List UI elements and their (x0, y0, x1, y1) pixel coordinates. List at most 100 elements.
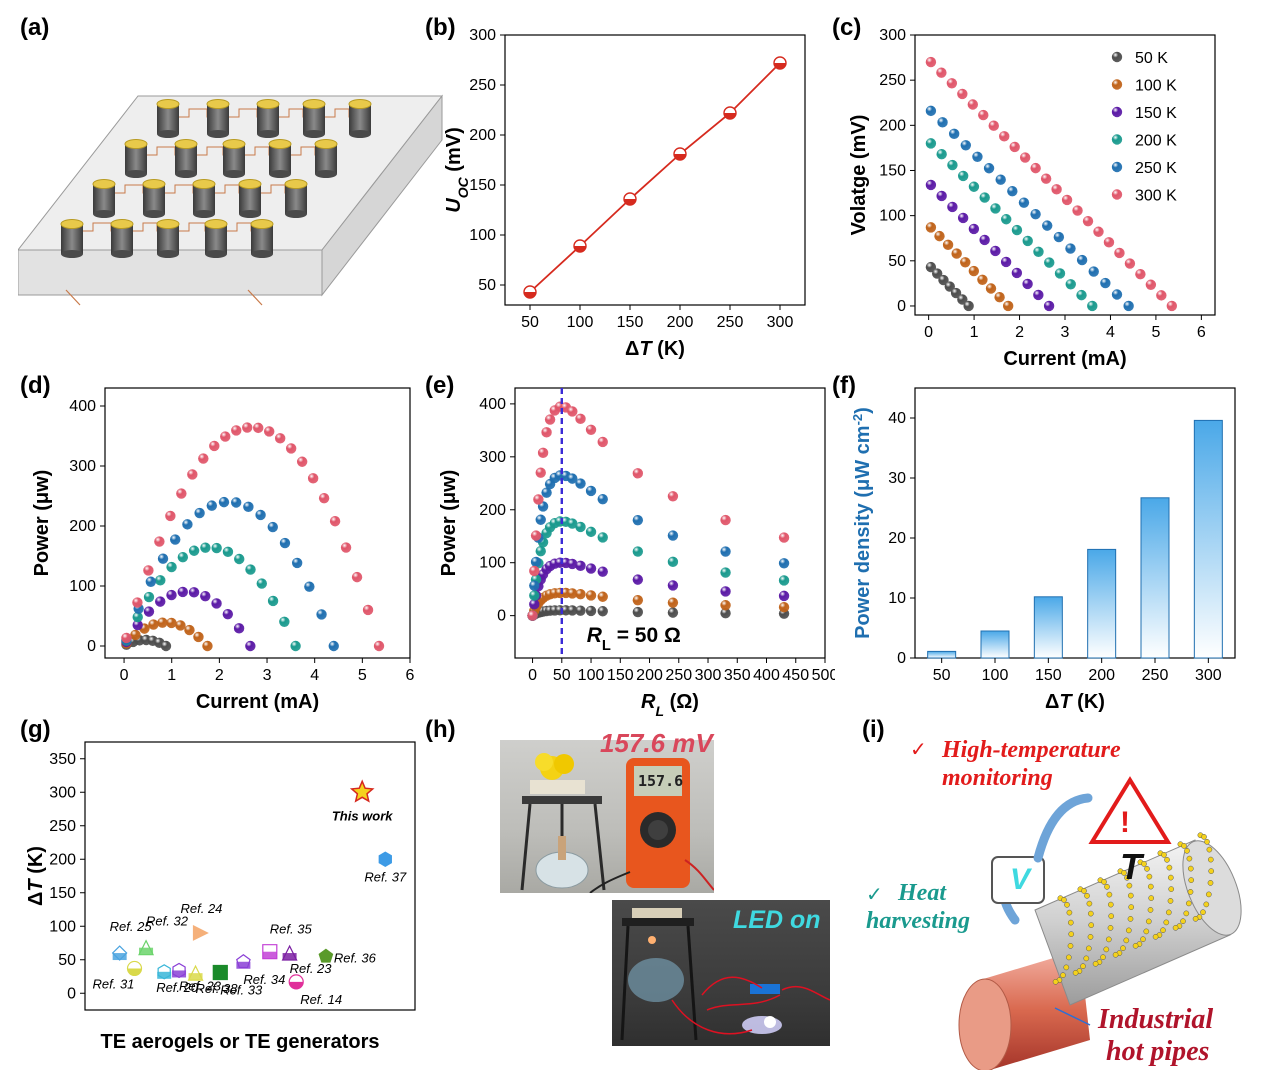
data-point (143, 606, 155, 617)
data-point (233, 623, 245, 634)
data-point (194, 507, 205, 519)
data-point-fill (139, 947, 154, 955)
te-leg-dot (1141, 861, 1147, 867)
te-leg (61, 224, 83, 254)
point-label: Ref. 38 (196, 981, 239, 996)
data-point (130, 629, 141, 641)
data-point (597, 591, 608, 602)
data-point (529, 590, 540, 601)
data-point (585, 563, 597, 574)
te-leg-dot (1085, 945, 1092, 952)
data-point (318, 492, 330, 504)
data-point (1002, 300, 1014, 312)
te-leg-dot (1107, 925, 1114, 931)
y-axis-label: UOC (mV) (443, 127, 471, 212)
te-leg-base (61, 250, 83, 258)
x-tick-label: 50 (521, 314, 539, 331)
legend-marker (1111, 79, 1123, 90)
te-leg-dot (1161, 852, 1167, 858)
x-tick-label: 0 (528, 667, 537, 684)
x-tick-label: 6 (1197, 324, 1206, 341)
data-point (942, 239, 954, 251)
data-point (632, 594, 644, 606)
data-point (936, 67, 947, 78)
y-tick-label: 0 (897, 650, 906, 667)
data-point (1040, 173, 1052, 184)
data-point (667, 491, 679, 502)
y-axis-label: Volatge (mV) (848, 115, 870, 236)
data-point (529, 580, 540, 591)
te-leg-electrode (60, 219, 84, 229)
data-point (267, 595, 279, 607)
te-leg-dot (1105, 936, 1112, 943)
te-leg (157, 224, 179, 254)
point-label: Ref. 24 (181, 901, 223, 916)
point-label: Ref. 23 (290, 961, 333, 976)
y-tick-label: 400 (479, 396, 506, 413)
pipe-label-line2: hot pipes (1106, 1036, 1210, 1067)
temperature-symbol: T (1120, 846, 1142, 887)
x-tick-label: 250 (717, 314, 744, 331)
x-tick-label: 50 (553, 667, 571, 684)
data-point (1053, 231, 1065, 243)
led-on-label: LED on (733, 906, 821, 934)
data-point (535, 514, 546, 525)
data-point-fill (724, 113, 736, 119)
data-point (157, 553, 169, 564)
data-point (231, 425, 242, 436)
data-point (1018, 197, 1030, 208)
data-point (170, 534, 181, 545)
data-point (148, 619, 159, 630)
data-point-fill (774, 63, 786, 69)
te-leg-electrode (314, 139, 338, 149)
data-point (220, 431, 231, 442)
te-leg-electrode (206, 99, 230, 109)
te-leg-base (207, 130, 229, 138)
heat-check: ✓ (866, 884, 883, 906)
data-point-fill (172, 970, 187, 978)
legend-label: 100 K (1135, 78, 1177, 95)
bar (1140, 497, 1170, 659)
y-tick-label: 300 (49, 784, 76, 801)
data-point (925, 261, 937, 273)
legend-label: 200 K (1135, 133, 1177, 150)
data-point (968, 181, 980, 192)
te-leg (143, 184, 165, 214)
plot-frame (514, 387, 826, 659)
te-leg (285, 184, 307, 214)
data-point (177, 552, 189, 563)
data-point (165, 510, 176, 522)
te-leg-base (157, 250, 179, 258)
te-leg-electrode (268, 139, 292, 149)
te-leg-electrode (250, 219, 274, 229)
y-tick-label: 0 (67, 985, 76, 1002)
data-point (307, 473, 319, 484)
x-tick-label: 100 (578, 667, 605, 684)
data-point (948, 128, 960, 140)
te-leg-dot (1065, 954, 1072, 961)
bar (980, 630, 1010, 659)
panel-label-g: (g) (20, 716, 51, 743)
te-leg-dot (1207, 880, 1214, 886)
data-point (340, 542, 352, 553)
te-leg-electrode (256, 99, 280, 109)
te-leg-dot (1144, 865, 1150, 872)
te-leg-base (93, 210, 115, 218)
x-tick-label: 2 (215, 667, 224, 684)
data-point (632, 546, 644, 557)
te-leg-dot (1061, 897, 1067, 903)
data-point (778, 601, 790, 613)
data-point (166, 617, 177, 629)
data-point (1076, 289, 1087, 301)
te-leg (175, 144, 197, 174)
te-leg-dot (1183, 910, 1190, 917)
legend-label: 300 K (1135, 188, 1177, 205)
data-point (960, 257, 971, 268)
data-point (1124, 258, 1136, 269)
y-tick-label: 100 (479, 555, 506, 572)
te-leg-dot (1206, 846, 1213, 853)
te-leg-dot (1121, 870, 1127, 876)
data-point (946, 78, 958, 89)
data-point (541, 427, 552, 438)
data-point (968, 223, 980, 235)
